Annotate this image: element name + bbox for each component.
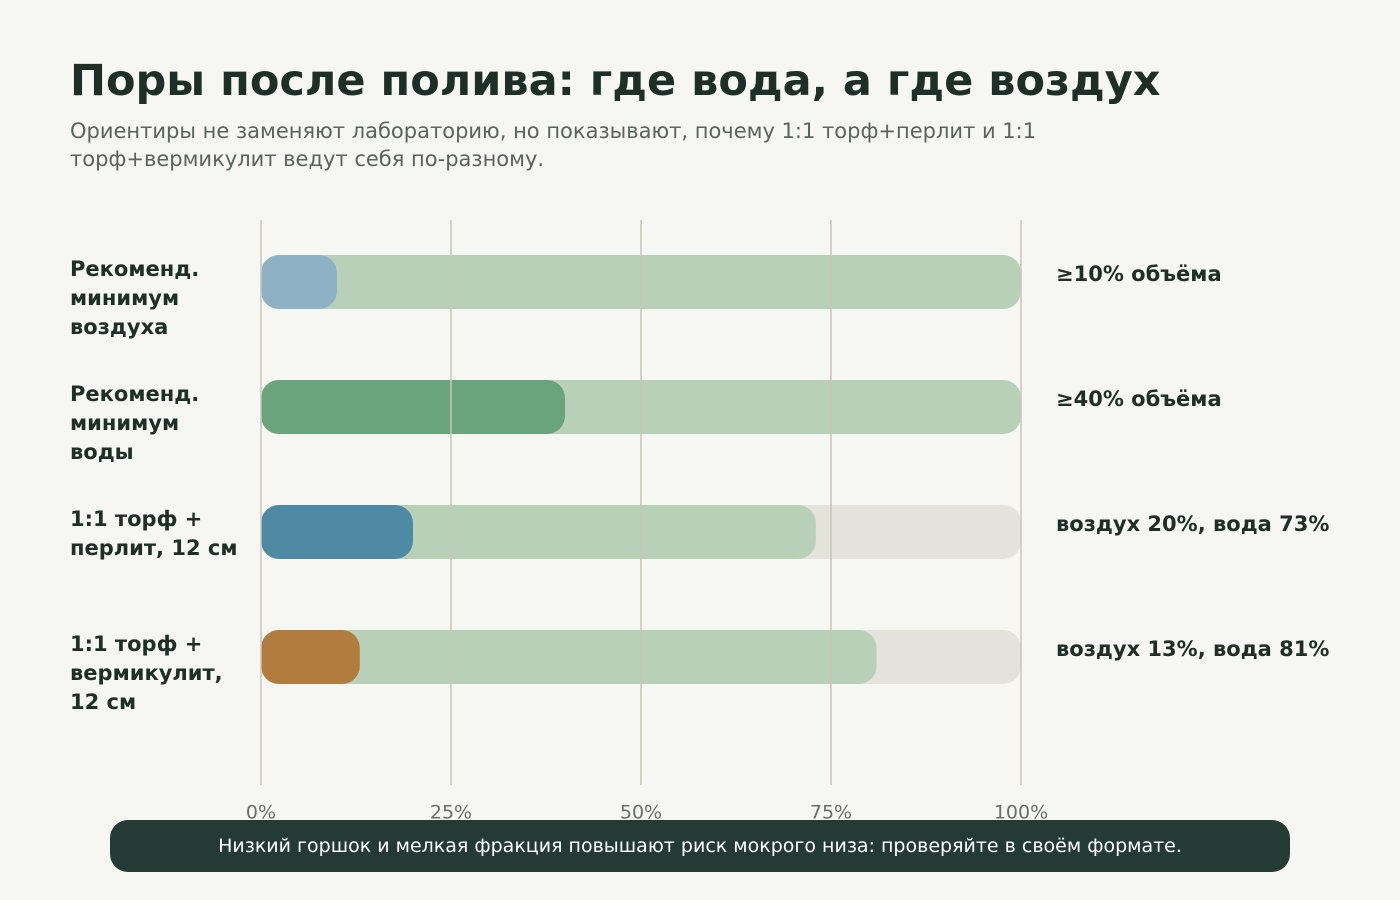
chart-subtitle: Ориентиры не заменяют лабораторию, но по…	[70, 119, 1037, 171]
row-note: ≥10% объёма	[1056, 262, 1222, 286]
row-note: воздух 13%, вода 81%	[1056, 637, 1330, 661]
row-note: воздух 20%, вода 73%	[1056, 512, 1330, 536]
row-label: 1:1 торф + вермикулит, 12 см	[70, 632, 223, 714]
bar-value	[261, 255, 337, 309]
row-label: Рекоменд. минимум воздуха	[70, 257, 200, 339]
chart-title: Поры после полива: где вода, а где возду…	[70, 56, 1161, 106]
bar-value	[261, 505, 413, 559]
x-tick-label: 50%	[620, 802, 662, 824]
bar-value	[261, 630, 360, 684]
footer-note: Низкий горшок и мелкая фракция повышают …	[110, 820, 1290, 872]
x-tick-label: 0%	[246, 802, 276, 824]
bar-value	[261, 380, 565, 434]
x-tick-label: 75%	[810, 802, 852, 824]
row-note: ≥40% объёма	[1056, 387, 1222, 411]
row-label: Рекоменд. минимум воды	[70, 382, 200, 464]
bar-extent	[261, 630, 877, 684]
x-tick-label: 25%	[430, 802, 472, 824]
x-tick-label: 100%	[994, 802, 1048, 824]
row-label: 1:1 торф + перлит, 12 см	[70, 507, 238, 560]
